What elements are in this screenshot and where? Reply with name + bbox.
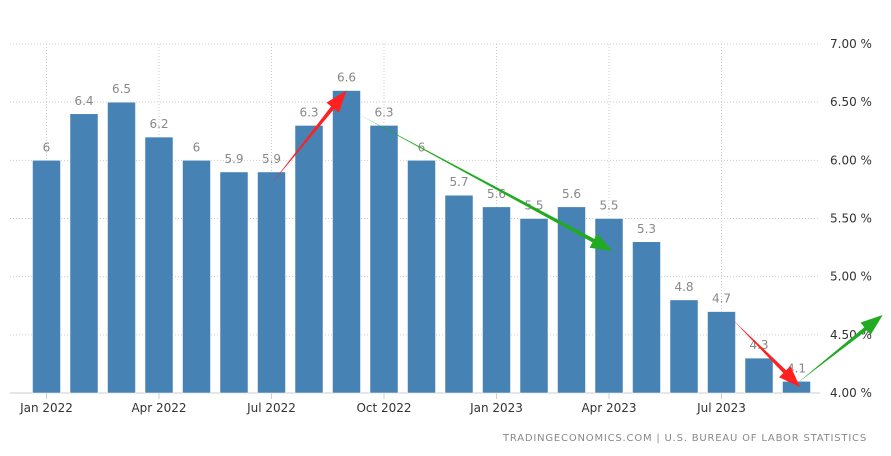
data-label: 6.6 — [337, 71, 356, 85]
bar — [332, 90, 361, 394]
data-label: 6 — [418, 140, 426, 154]
bar — [519, 218, 549, 394]
x-tick-label: Jan 2022 — [19, 401, 73, 415]
x-tick-label: Apr 2023 — [581, 401, 636, 415]
data-label: 5.5 — [524, 199, 543, 213]
y-tick-label: 5.50 % — [830, 212, 872, 226]
bar — [444, 194, 474, 394]
data-label: 5.3 — [637, 222, 656, 236]
bar — [107, 101, 136, 394]
y-tick-label: 5.00 % — [830, 270, 872, 284]
data-label: 5.5 — [599, 199, 618, 213]
data-label: 5.6 — [562, 187, 581, 201]
bar — [294, 125, 324, 394]
data-label: 6.3 — [374, 105, 393, 119]
bar — [744, 357, 774, 394]
data-label: 5.9 — [224, 152, 243, 166]
y-tick-label: 4.00 % — [830, 386, 872, 400]
bar — [219, 171, 249, 394]
data-label: 4.7 — [712, 292, 731, 306]
bar — [632, 241, 661, 394]
source-credit[interactable]: TRADINGECONOMICS.COM | U.S. BUREAU OF LA… — [502, 433, 867, 444]
data-label: 6.2 — [149, 117, 168, 131]
x-tick-label: Apr 2022 — [131, 401, 186, 415]
trend-arrow — [732, 319, 801, 388]
y-tick-label: 6.50 % — [830, 95, 872, 109]
data-label: 5.9 — [262, 152, 281, 166]
x-tick-label: Jul 2023 — [696, 401, 746, 415]
bar — [182, 160, 211, 394]
bar — [557, 206, 586, 394]
bar — [707, 311, 736, 394]
bar — [32, 160, 61, 394]
y-tick-label: 6.00 % — [830, 153, 872, 167]
bar — [407, 160, 436, 394]
x-tick-label: Jan 2023 — [469, 401, 523, 415]
bar — [257, 171, 286, 394]
bar — [69, 113, 99, 394]
data-label: 6.4 — [74, 94, 93, 108]
bar — [669, 299, 699, 394]
x-tick-label: Jul 2022 — [246, 401, 296, 415]
data-label: 6.5 — [112, 82, 131, 96]
bar — [369, 125, 399, 394]
bar — [144, 136, 174, 394]
data-label: 6 — [193, 140, 201, 154]
y-tick-label: 7.00 % — [830, 37, 872, 51]
trend-arrow — [796, 315, 883, 384]
data-label: 4.8 — [674, 280, 693, 294]
bar — [482, 206, 511, 394]
trend-arrow — [357, 113, 613, 252]
x-tick-label: Oct 2022 — [356, 401, 411, 415]
data-label: 6 — [43, 140, 51, 154]
data-label: 6.3 — [299, 105, 318, 119]
data-label: 5.7 — [449, 175, 468, 189]
trend-arrow — [271, 90, 347, 184]
